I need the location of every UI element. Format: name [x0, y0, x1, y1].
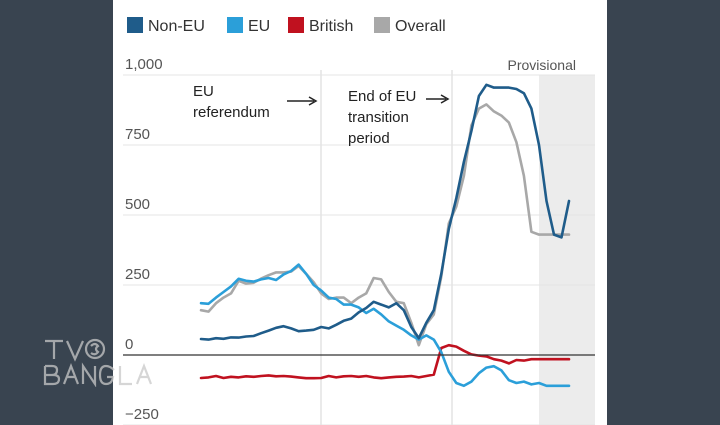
legend-label: EU	[248, 18, 270, 35]
legend-item-non-eu: Non-EU	[127, 17, 205, 35]
arrow-transition	[426, 94, 450, 104]
series-line-non-eu	[199, 83, 571, 341]
chart-panel	[113, 0, 607, 425]
svg-text:EU: EU	[193, 83, 214, 100]
legend-item-eu: EU	[227, 17, 270, 35]
legend-swatch	[288, 17, 304, 33]
legend-item-british: British	[288, 17, 353, 35]
y-tick-label: 500	[125, 196, 150, 213]
legend-swatch	[374, 17, 390, 33]
svg-text:period: period	[348, 130, 390, 147]
provisional-shade	[539, 75, 595, 425]
y-tick-label: 1,000	[125, 56, 163, 73]
legend-item-overall: Overall	[374, 17, 446, 35]
y-tick-label: 0	[125, 336, 133, 353]
annotation-referendum: EU referendum	[193, 83, 270, 121]
svg-text:transition: transition	[348, 109, 409, 126]
provisional-label: Provisional	[508, 57, 576, 73]
svg-text:referendum: referendum	[193, 104, 270, 121]
y-tick-label: 750	[125, 126, 150, 143]
series-line-eu	[199, 263, 571, 388]
legend-swatch	[227, 17, 243, 33]
watermark-logo	[43, 338, 153, 387]
y-tick-label: −250	[125, 406, 159, 423]
legend-label: Overall	[395, 18, 446, 35]
series-line-british	[199, 343, 571, 380]
svg-text:End of EU: End of EU	[348, 88, 416, 105]
legend-label: British	[309, 18, 353, 35]
legend-label: Non-EU	[148, 18, 205, 35]
y-tick-label: 250	[125, 266, 150, 283]
legend-swatch	[127, 17, 143, 33]
arrow-referendum	[287, 96, 318, 106]
annotation-transition: End of EU transition period	[348, 88, 416, 147]
